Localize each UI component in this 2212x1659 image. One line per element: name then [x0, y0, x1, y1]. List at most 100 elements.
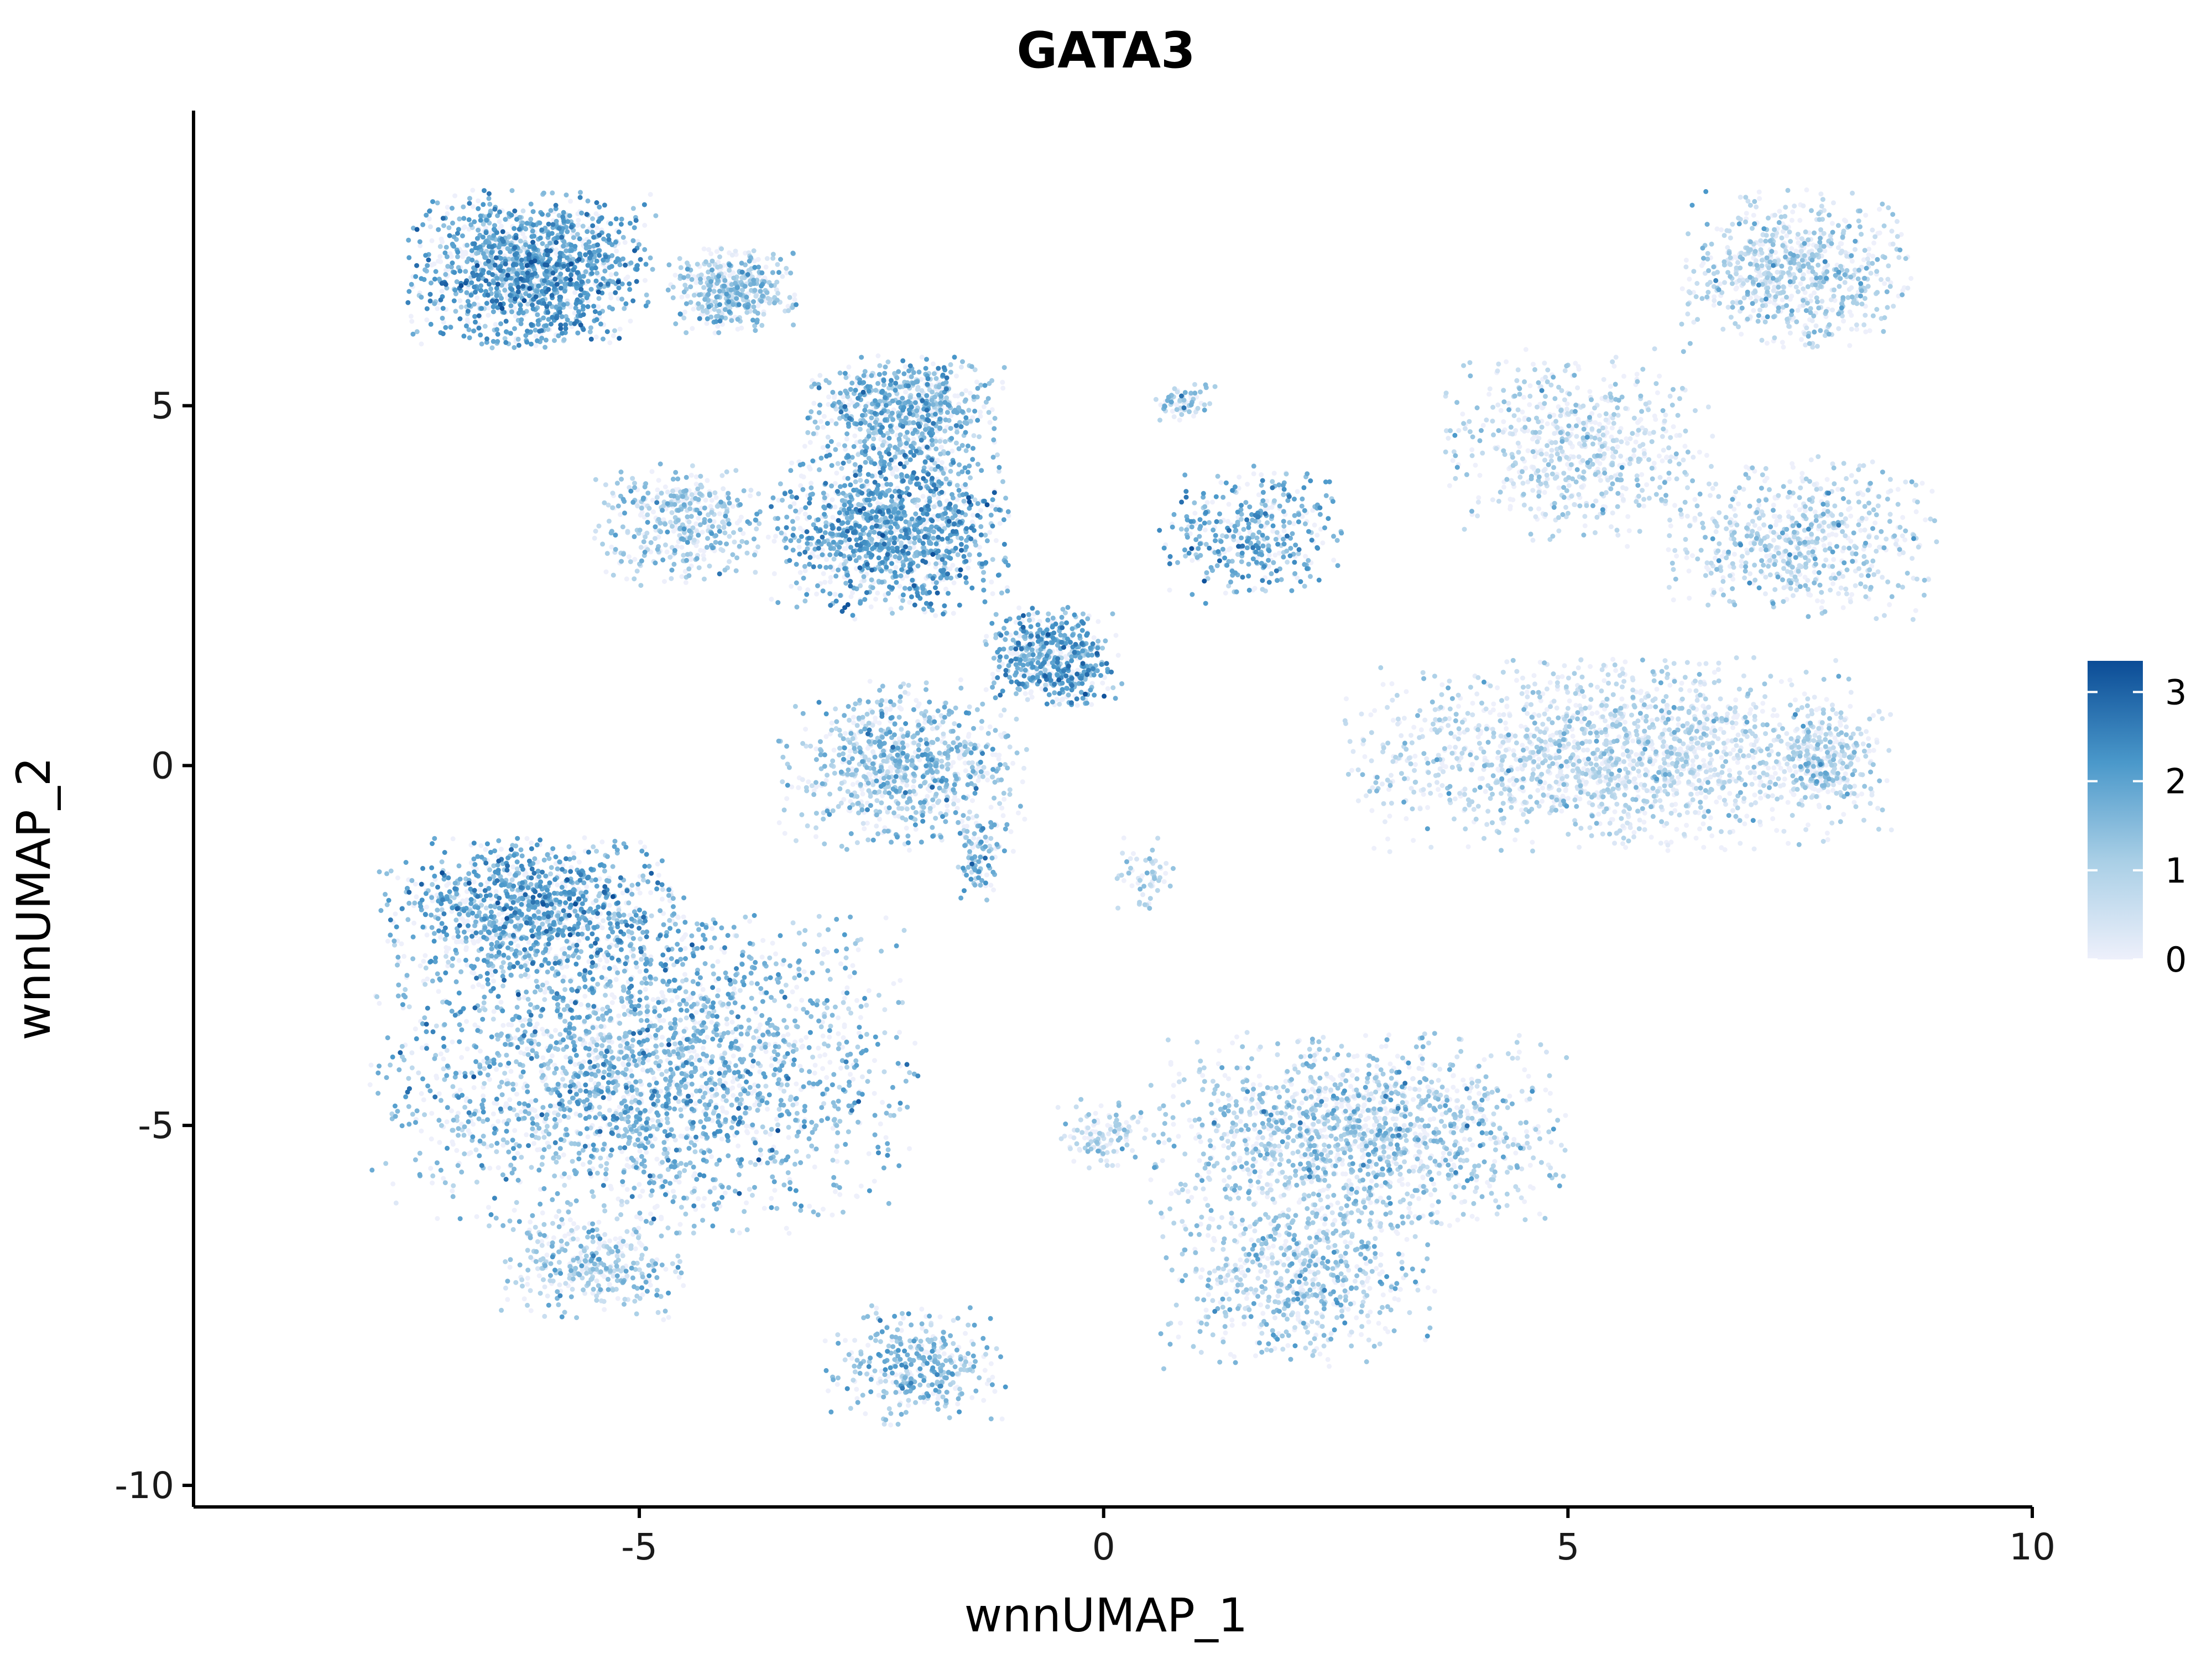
cell-point: [470, 187, 476, 193]
cell-point: [1575, 665, 1581, 671]
cell-point: [1638, 688, 1644, 694]
cell-point: [500, 1022, 506, 1028]
cell-point: [654, 1156, 660, 1162]
cell-point: [1674, 827, 1679, 832]
cell-point: [1495, 685, 1500, 691]
cell-point: [1778, 679, 1784, 684]
cell-point: [850, 590, 855, 596]
cell-point: [471, 971, 477, 976]
cell-point: [1211, 1235, 1217, 1241]
cell-point: [1232, 1161, 1237, 1166]
cell-point: [1008, 632, 1013, 638]
cell-point: [497, 219, 502, 225]
cell-point: [642, 222, 648, 228]
cell-point: [1046, 660, 1051, 666]
cell-point: [883, 915, 889, 921]
cell-point: [499, 223, 504, 229]
cell-point: [1785, 800, 1791, 805]
cell-point: [966, 732, 972, 737]
cell-point: [1863, 212, 1869, 218]
cell-point: [989, 579, 994, 585]
cell-point: [515, 1150, 520, 1156]
cell-point: [466, 1151, 472, 1156]
cell-point: [613, 1236, 618, 1241]
cell-point: [493, 889, 499, 894]
cell-point: [1411, 1097, 1416, 1102]
cell-point: [435, 1216, 440, 1221]
cell-point: [638, 1216, 644, 1222]
cell-point: [1735, 760, 1740, 765]
cell-point: [1258, 1082, 1262, 1088]
cell-point: [1764, 554, 1770, 559]
cell-point: [1447, 1223, 1452, 1228]
cell-point: [506, 1022, 512, 1027]
cell-point: [1615, 444, 1620, 450]
cell-point: [1559, 674, 1565, 679]
cell-point: [1487, 1183, 1493, 1189]
cell-point: [1703, 795, 1708, 800]
cell-point: [1385, 836, 1390, 842]
cell-point: [721, 1108, 726, 1114]
cell-point: [1739, 559, 1744, 564]
cell-point: [1786, 841, 1791, 846]
cell-point: [1000, 379, 1005, 385]
cell-point: [453, 939, 459, 945]
cell-point: [1374, 1063, 1380, 1069]
cell-point: [1470, 701, 1475, 706]
cell-point: [790, 989, 795, 995]
cell-point: [981, 1397, 987, 1403]
cell-point: [445, 211, 450, 216]
cell-point: [1469, 447, 1475, 452]
cell-point: [683, 580, 688, 585]
cell-point: [971, 836, 977, 841]
cell-point: [1481, 1057, 1487, 1062]
cell-point: [597, 957, 603, 963]
cell-point: [1734, 285, 1739, 290]
cell-point: [664, 549, 670, 555]
cell-point: [897, 583, 902, 589]
cell-point: [873, 597, 878, 602]
cell-point: [495, 1119, 501, 1124]
cell-point: [709, 1020, 714, 1025]
cell-point: [833, 1189, 838, 1194]
cell-point: [1256, 1073, 1262, 1079]
cell-point: [1612, 809, 1618, 815]
cell-point: [1697, 826, 1702, 832]
cell-point: [759, 954, 765, 960]
cell-point: [457, 298, 463, 304]
cell-point: [465, 317, 470, 322]
cell-point: [1626, 528, 1632, 534]
cell-point: [799, 1038, 804, 1043]
cell-point: [1682, 444, 1688, 449]
cell-point: [1168, 1191, 1174, 1196]
cell-point: [950, 448, 955, 454]
cell-point: [1010, 848, 1016, 854]
cell-point: [1530, 436, 1535, 442]
cell-point: [796, 545, 802, 550]
cell-point: [675, 915, 681, 920]
cell-point: [718, 1066, 723, 1072]
cell-point: [852, 433, 858, 439]
cell-point: [651, 1076, 657, 1081]
cell-point: [1770, 775, 1775, 780]
cell-point: [540, 1210, 545, 1215]
cell-point: [1190, 558, 1195, 563]
cell-point: [858, 1015, 863, 1020]
cell-point: [1524, 690, 1530, 695]
cell-point: [1701, 844, 1707, 850]
cell-point: [700, 529, 705, 535]
cell-point: [1791, 465, 1796, 470]
cell-point: [911, 436, 916, 442]
cell-point: [1514, 677, 1519, 683]
cell-point: [669, 998, 675, 1003]
cell-point: [1610, 656, 1616, 662]
cell-point: [799, 473, 804, 479]
cell-point: [712, 330, 718, 336]
cell-point: [625, 1156, 630, 1162]
cell-point: [1022, 691, 1028, 696]
cell-point: [1265, 1256, 1270, 1261]
cell-point: [475, 938, 481, 944]
cell-point: [938, 445, 944, 450]
cell-point: [802, 444, 807, 449]
